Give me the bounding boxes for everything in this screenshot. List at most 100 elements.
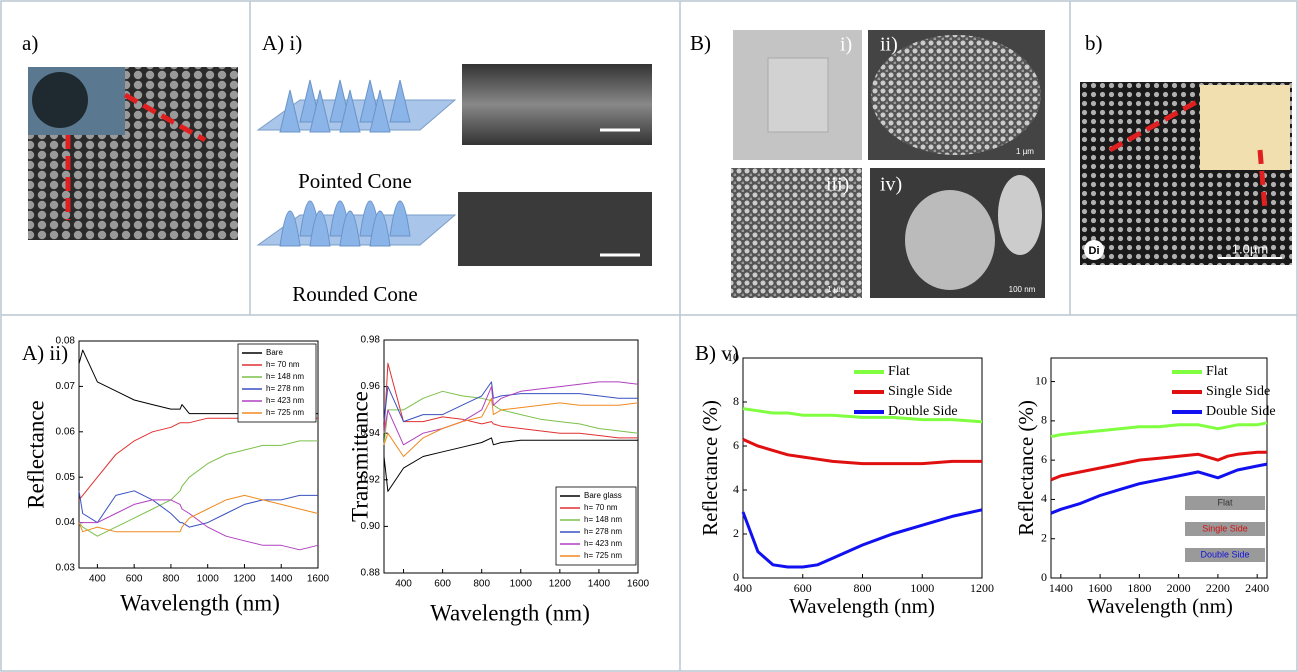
inset-label: Flat bbox=[1217, 497, 1233, 507]
series-line bbox=[742, 438, 982, 466]
y-tick-label: 2 bbox=[733, 526, 739, 540]
legend-label: h= 725 nm bbox=[266, 408, 304, 417]
legend-label: h= 423 nm bbox=[266, 396, 304, 405]
y-tick-label: 4 bbox=[733, 482, 739, 496]
x-tick-label: 600 bbox=[126, 574, 143, 585]
panel-labels: a) A) i) B) b) A) ii) B) v) bbox=[22, 31, 1103, 365]
series-line bbox=[1050, 450, 1267, 482]
scale-bar: 1 µm bbox=[827, 285, 845, 294]
y-tick-label: 0.07 bbox=[56, 381, 76, 392]
legend-label: h= 70 nm bbox=[584, 503, 618, 512]
panel-label: b) bbox=[1085, 31, 1103, 55]
series-line bbox=[742, 407, 983, 424]
series-line bbox=[383, 390, 639, 445]
legend-label: Double Side bbox=[1206, 404, 1276, 419]
x-tick-label: 2200 bbox=[1206, 581, 1230, 595]
y-tick-label: 0.92 bbox=[361, 474, 381, 485]
x-tick-label: 600 bbox=[434, 579, 451, 590]
scale-bar: 1.0µm bbox=[1232, 241, 1268, 256]
scale-bar: 1 µm bbox=[1016, 147, 1034, 156]
series-line bbox=[79, 499, 319, 551]
y-tick-label: 0.90 bbox=[361, 521, 381, 532]
y-tick-label: 2 bbox=[1041, 530, 1047, 544]
panel-label: B) v) bbox=[695, 341, 739, 365]
legend-label: Bare bbox=[266, 348, 283, 357]
panel-label: a) bbox=[22, 31, 38, 55]
x-tick-label: 400 bbox=[395, 579, 412, 590]
legend-label: h= 148 nm bbox=[584, 515, 622, 524]
y-tick-label: 4 bbox=[1041, 491, 1047, 505]
legend-box bbox=[237, 343, 317, 423]
y-tick-label: 10 bbox=[1035, 373, 1047, 387]
series-line bbox=[383, 362, 638, 439]
series-line bbox=[383, 381, 639, 446]
images bbox=[28, 30, 1292, 298]
inset-box bbox=[1185, 496, 1265, 510]
y-tick-label: 0.96 bbox=[361, 381, 381, 392]
x-tick-label: 800 bbox=[473, 579, 490, 590]
marker: Di bbox=[1089, 245, 1100, 257]
series-line bbox=[1050, 421, 1268, 439]
series-line bbox=[383, 437, 638, 492]
legend-label: h= 725 nm bbox=[584, 551, 622, 560]
y-axis-label: Reflectance (%) bbox=[1014, 400, 1038, 536]
x-tick-label: 600 bbox=[794, 581, 812, 595]
inset-box bbox=[1185, 548, 1265, 562]
legend-label: Bare glass bbox=[584, 491, 622, 500]
y-tick-label: 0.06 bbox=[56, 426, 76, 437]
legend-label: h= 70 nm bbox=[266, 360, 300, 369]
y-axis-label: Transmittance bbox=[347, 391, 372, 522]
y-tick-label: 0.04 bbox=[56, 517, 76, 528]
y-tick-label: 0.98 bbox=[361, 335, 381, 346]
legend-label: Single Side bbox=[888, 384, 952, 399]
plot-frame bbox=[78, 340, 319, 569]
scale-bar: 100 nm bbox=[1009, 285, 1036, 294]
legend-label: Double Side bbox=[888, 404, 958, 419]
series-line bbox=[78, 494, 319, 533]
y-tick-label: 0 bbox=[1041, 570, 1047, 584]
inset-label: Single Side bbox=[1202, 523, 1248, 533]
cone-label: Rounded Cone bbox=[292, 282, 417, 306]
x-tick-label: 1000 bbox=[197, 574, 220, 585]
y-tick-label: 0.88 bbox=[361, 568, 381, 579]
legend-label: h= 148 nm bbox=[266, 372, 304, 381]
y-tick-label: 0.03 bbox=[56, 563, 76, 574]
x-axis-label: Wavelength (nm) bbox=[789, 594, 935, 618]
y-tick-label: 0.08 bbox=[56, 336, 76, 347]
y-tick-label: 8 bbox=[1041, 413, 1047, 427]
legend-label: Single Side bbox=[1206, 384, 1270, 399]
sem-label: iv) bbox=[880, 174, 902, 196]
x-axis-label: Wavelength (nm) bbox=[120, 590, 280, 615]
x-axis-label: Wavelength (nm) bbox=[430, 600, 590, 625]
y-tick-label: 6 bbox=[733, 438, 739, 452]
legend-label: h= 423 nm bbox=[584, 539, 622, 548]
series-line bbox=[383, 397, 639, 457]
legend-label: Flat bbox=[888, 364, 910, 379]
panel-label: A) i) bbox=[262, 31, 302, 55]
x-tick-label: 1400 bbox=[270, 574, 293, 585]
x-tick-label: 2000 bbox=[1167, 581, 1191, 595]
legend-label: h= 278 nm bbox=[584, 527, 622, 536]
panel-label: A) ii) bbox=[22, 341, 68, 365]
x-tick-label: 1600 bbox=[307, 574, 330, 585]
x-tick-label: 1000 bbox=[910, 581, 934, 595]
y-tick-label: 0.94 bbox=[361, 428, 381, 439]
x-tick-label: 800 bbox=[854, 581, 872, 595]
legend-label: h= 278 nm bbox=[266, 384, 304, 393]
sem-label: iii) bbox=[826, 174, 849, 196]
panel-label: B) bbox=[690, 31, 711, 55]
x-tick-label: 2400 bbox=[1245, 581, 1269, 595]
x-tick-label: 800 bbox=[163, 574, 180, 585]
plot-frame bbox=[1050, 357, 1268, 579]
series-line bbox=[741, 508, 983, 569]
y-tick-label: 6 bbox=[1041, 452, 1047, 466]
sem-label: ii) bbox=[880, 34, 898, 56]
x-tick-label: 400 bbox=[89, 574, 106, 585]
y-tick-label: 8 bbox=[733, 394, 739, 408]
sem-label: i) bbox=[840, 34, 852, 56]
y-tick-label: 10 bbox=[727, 350, 739, 364]
series-line bbox=[1050, 462, 1268, 515]
x-axis-label: Wavelength (nm) bbox=[1087, 594, 1233, 618]
cone-label: Pointed Cone bbox=[298, 169, 412, 193]
y-axis-label: Reflectance (%) bbox=[698, 400, 722, 536]
